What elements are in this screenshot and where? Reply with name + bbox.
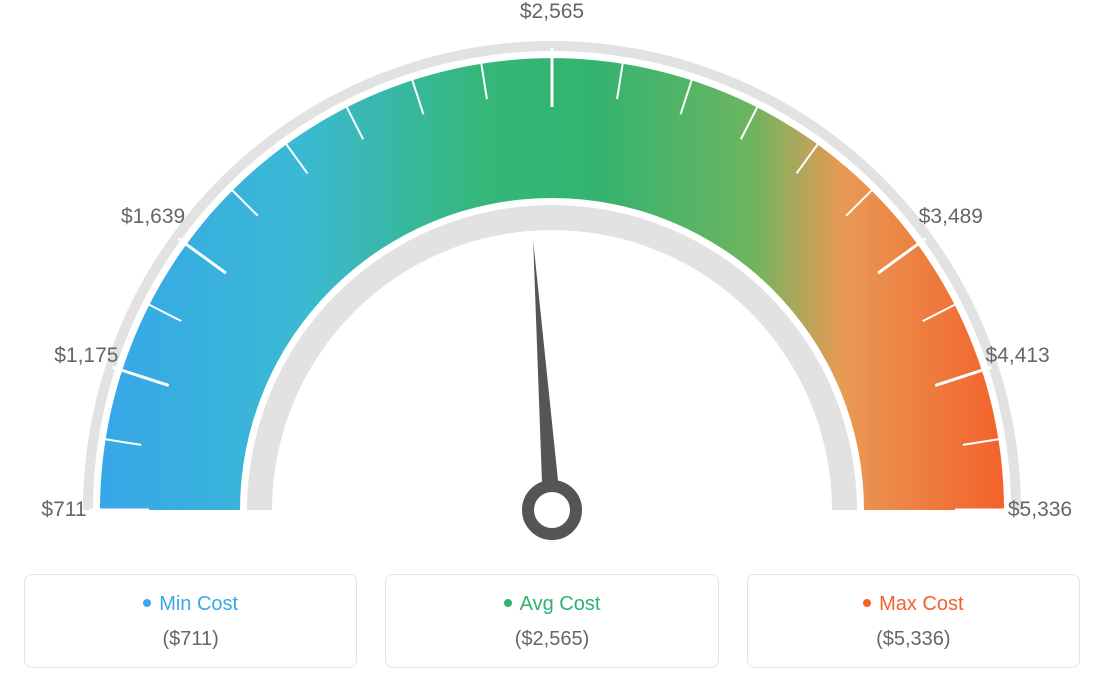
gauge-tick-label: $1,639 — [121, 205, 185, 229]
dot-icon — [504, 599, 512, 607]
gauge-tick-label: $1,175 — [54, 344, 118, 368]
gauge-tick-label: $711 — [41, 498, 86, 522]
legend-avg-title: Avg Cost — [520, 593, 601, 615]
dot-icon — [143, 599, 151, 607]
legend-min-title: Min Cost — [159, 593, 238, 615]
legend-max-value: ($5,336) — [758, 628, 1069, 651]
gauge-tick-label: $5,336 — [1008, 498, 1072, 522]
legend-min-value: ($711) — [35, 628, 346, 651]
legend-card-max: Max Cost ($5,336) — [747, 574, 1080, 668]
legend-card-min: Min Cost ($711) — [24, 574, 357, 668]
legend-min-title-row: Min Cost — [35, 593, 346, 616]
legend-avg-title-row: Avg Cost — [396, 593, 707, 616]
gauge-tick-label: $2,565 — [520, 0, 584, 24]
legend-row: Min Cost ($711) Avg Cost ($2,565) Max Co… — [24, 574, 1080, 668]
dot-icon — [863, 599, 871, 607]
gauge-svg — [0, 0, 1104, 560]
gauge-tick-label: $3,489 — [919, 205, 983, 229]
legend-max-title: Max Cost — [879, 593, 963, 615]
legend-card-avg: Avg Cost ($2,565) — [385, 574, 718, 668]
legend-avg-value: ($2,565) — [396, 628, 707, 651]
cost-gauge: $711 $1,175 $1,639 $2,565 $3,489 $4,413 $5,336 — [0, 0, 1104, 560]
legend-max-title-row: Max Cost — [758, 593, 1069, 616]
gauge-tick-label: $4,413 — [986, 344, 1050, 368]
